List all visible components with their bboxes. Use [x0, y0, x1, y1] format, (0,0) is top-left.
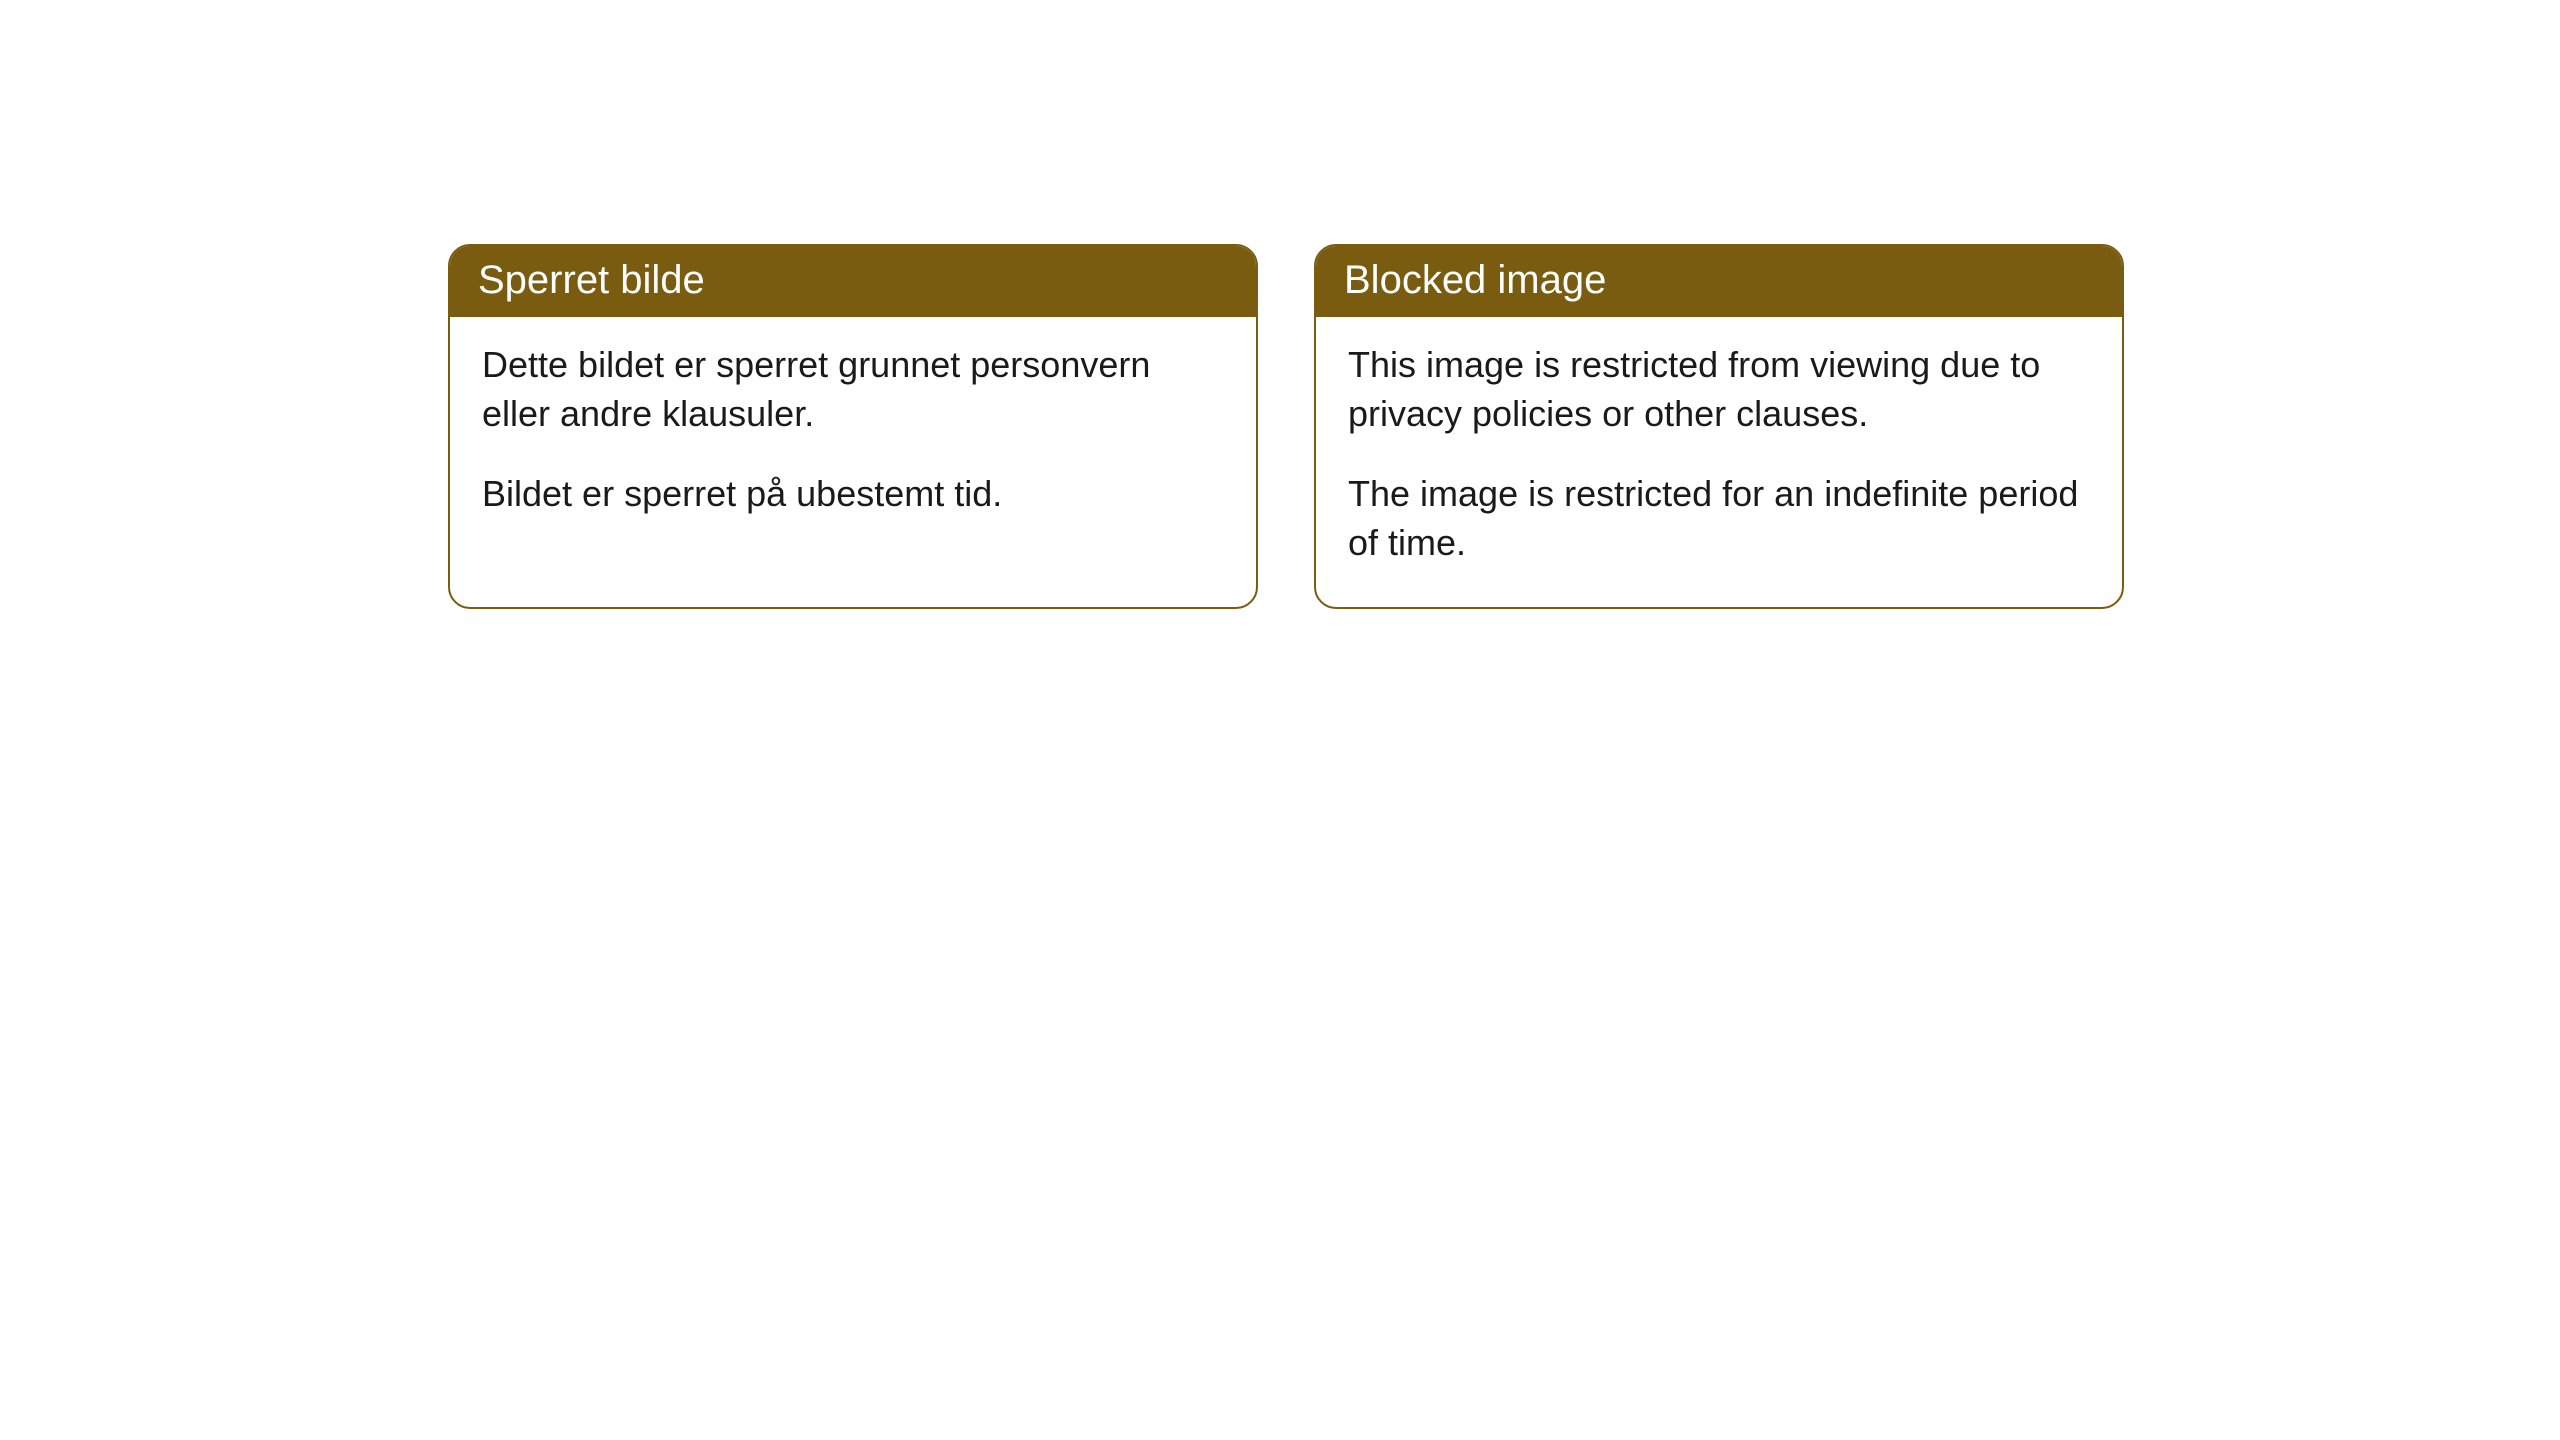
card-paragraph: Bildet er sperret på ubestemt tid.: [482, 470, 1224, 519]
notice-card-norwegian: Sperret bilde Dette bildet er sperret gr…: [448, 244, 1258, 609]
notice-cards-container: Sperret bilde Dette bildet er sperret gr…: [0, 0, 2560, 609]
card-paragraph: This image is restricted from viewing du…: [1348, 341, 2090, 438]
card-body-norwegian: Dette bildet er sperret grunnet personve…: [450, 317, 1256, 559]
card-header-norwegian: Sperret bilde: [450, 246, 1256, 317]
card-header-english: Blocked image: [1316, 246, 2122, 317]
notice-card-english: Blocked image This image is restricted f…: [1314, 244, 2124, 609]
card-body-english: This image is restricted from viewing du…: [1316, 317, 2122, 607]
card-paragraph: Dette bildet er sperret grunnet personve…: [482, 341, 1224, 438]
card-paragraph: The image is restricted for an indefinit…: [1348, 470, 2090, 567]
